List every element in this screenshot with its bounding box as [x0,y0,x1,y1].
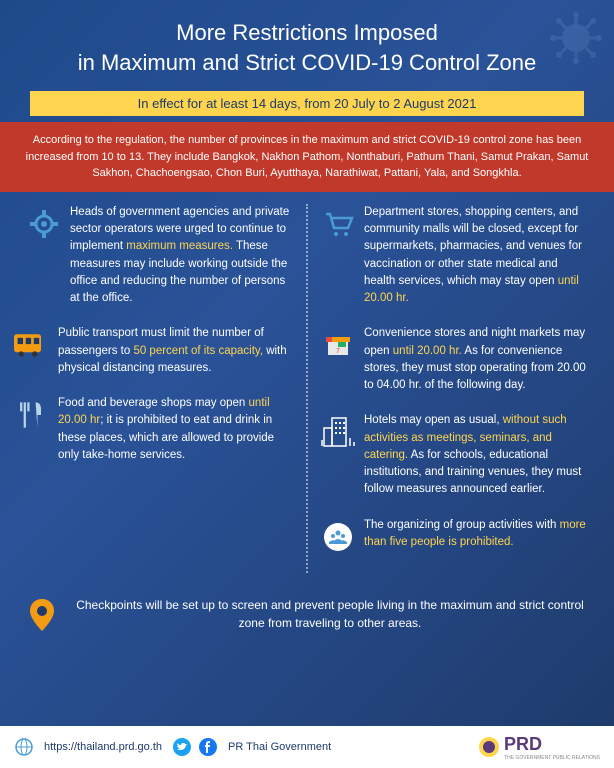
page-title: More Restrictions Imposed in Maximum and… [0,0,614,87]
provinces-bar: According to the regulation, the number … [0,122,614,192]
gear-icon [26,206,62,242]
item-transport: Public transport must limit the number o… [26,325,294,377]
people-icon [320,519,356,555]
footer: https://thailand.prd.go.th PR Thai Gover… [0,726,614,768]
right-column: Department stores, shopping centers, and… [312,204,596,573]
store-icon: 7 [320,327,356,363]
virus-icon [546,8,606,68]
social-icons [172,737,218,757]
prd-logo: PRDTHE GOVERNMENT PUBLIC RELATIONS [478,734,600,761]
item-convenience: 7 Convenience stores and night markets m… [320,325,588,394]
item-groups: The organizing of group activities with … [320,517,588,555]
item-hotels: Hotels may open as usual, without such a… [320,412,588,498]
item-stores: Department stores, shopping centers, and… [320,204,588,308]
globe-icon [14,737,34,757]
title-line1: More Restrictions Imposed [30,18,584,48]
cart-icon [320,206,356,242]
content-area: Heads of government agencies and private… [0,192,614,581]
checkpoint-bar: Checkpoints will be set up to screen and… [0,585,614,643]
footer-url: https://thailand.prd.go.th [44,741,162,753]
item-agencies: Heads of government agencies and private… [26,204,294,308]
facebook-icon [198,737,218,757]
utensils-icon [14,397,50,433]
left-column: Heads of government agencies and private… [18,204,302,573]
svg-text:7: 7 [336,348,340,355]
effect-date-bar: In effect for at least 14 days, from 20 … [30,91,584,116]
title-line2: in Maximum and Strict COVID-19 Control Z… [30,48,584,78]
footer-social-text: PR Thai Government [228,741,331,753]
pin-icon [24,597,60,633]
bus-icon [14,327,50,363]
column-divider [306,204,308,573]
twitter-icon [172,737,192,757]
building-icon [320,414,356,450]
item-food: Food and beverage shops may open until 2… [26,395,294,464]
